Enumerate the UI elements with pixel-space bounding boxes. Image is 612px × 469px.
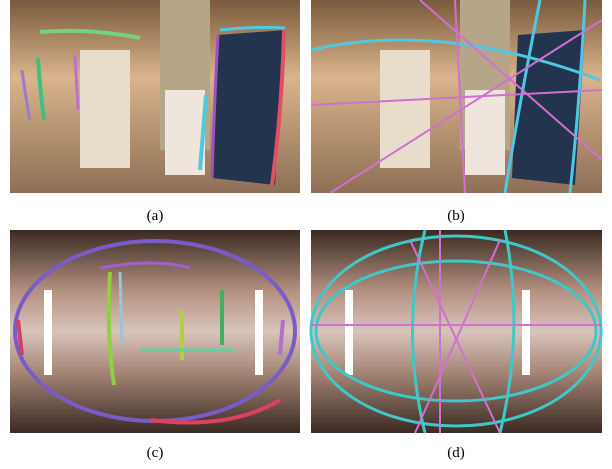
image-a: [10, 0, 300, 193]
image-c: [10, 230, 300, 433]
image-b: [311, 0, 602, 193]
caption: (d): [447, 445, 465, 461]
image-d: [311, 230, 602, 433]
caption: (a): [147, 208, 164, 224]
caption: (c): [147, 445, 164, 461]
caption: (b): [447, 208, 465, 224]
figure: (a) (b) (c): [0, 0, 612, 469]
